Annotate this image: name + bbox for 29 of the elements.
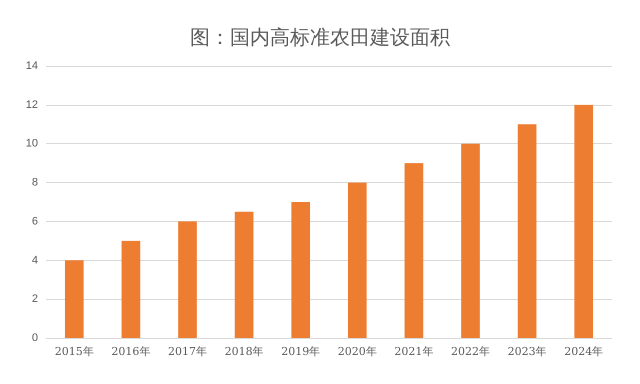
y-tick-label: 14 <box>26 60 38 72</box>
bar <box>461 144 480 338</box>
y-tick-label: 10 <box>26 138 38 150</box>
y-tick-label: 4 <box>32 254 38 266</box>
y-tick-label: 8 <box>32 176 38 189</box>
bar <box>518 124 536 338</box>
y-tick-label: 6 <box>32 215 38 228</box>
bar <box>404 163 424 338</box>
x-tick-label: 2015年 <box>54 345 94 358</box>
x-tick-label: 2019年 <box>281 345 320 358</box>
x-tick-label: 2021年 <box>394 345 434 358</box>
bar <box>348 182 367 338</box>
y-tick-label: 2 <box>32 293 38 306</box>
y-tick-label: 12 <box>26 98 38 111</box>
y-tick-label: 0 <box>32 332 38 344</box>
bar <box>291 202 310 338</box>
bar <box>574 104 594 338</box>
x-tick-label: 2017年 <box>168 345 207 358</box>
x-tick-label: 2023年 <box>508 345 547 358</box>
chart-title: 图：国内高标准农田建设面积 <box>190 25 450 49</box>
bar <box>64 260 84 338</box>
bar <box>178 221 197 338</box>
x-tick-label: 2024年 <box>564 345 604 358</box>
bar <box>122 240 140 338</box>
bar <box>234 212 254 338</box>
x-tick-label: 2018年 <box>224 345 264 358</box>
x-tick-label: 2016年 <box>111 345 150 358</box>
x-tick-label: 2020年 <box>338 345 377 358</box>
x-tick-label: 2022年 <box>451 345 490 358</box>
